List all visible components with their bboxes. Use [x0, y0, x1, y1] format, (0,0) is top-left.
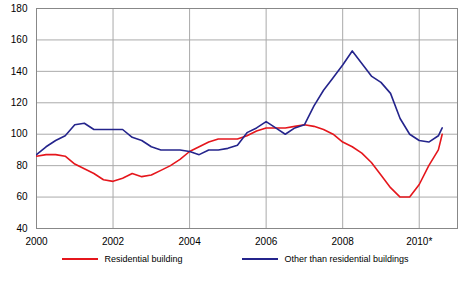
- svg-text:40: 40: [16, 223, 28, 234]
- svg-text:2004: 2004: [178, 236, 201, 247]
- svg-text:80: 80: [16, 160, 28, 171]
- svg-text:60: 60: [16, 191, 28, 202]
- svg-text:140: 140: [11, 66, 28, 77]
- svg-text:2002: 2002: [102, 236, 125, 247]
- html-text:Other than residential buildin: Other than residential buildings: [284, 254, 409, 264]
- svg-text:120: 120: [11, 97, 28, 108]
- svg-text:2010*: 2010*: [406, 236, 432, 247]
- svg-text:2008: 2008: [332, 236, 355, 247]
- html-text:Residential building: Residential building: [104, 254, 183, 264]
- svg-text:180: 180: [11, 3, 28, 14]
- svg-text:2000: 2000: [25, 236, 48, 247]
- svg-text:2006: 2006: [255, 236, 278, 247]
- svg-text:100: 100: [11, 128, 28, 139]
- svg-text:160: 160: [11, 34, 28, 45]
